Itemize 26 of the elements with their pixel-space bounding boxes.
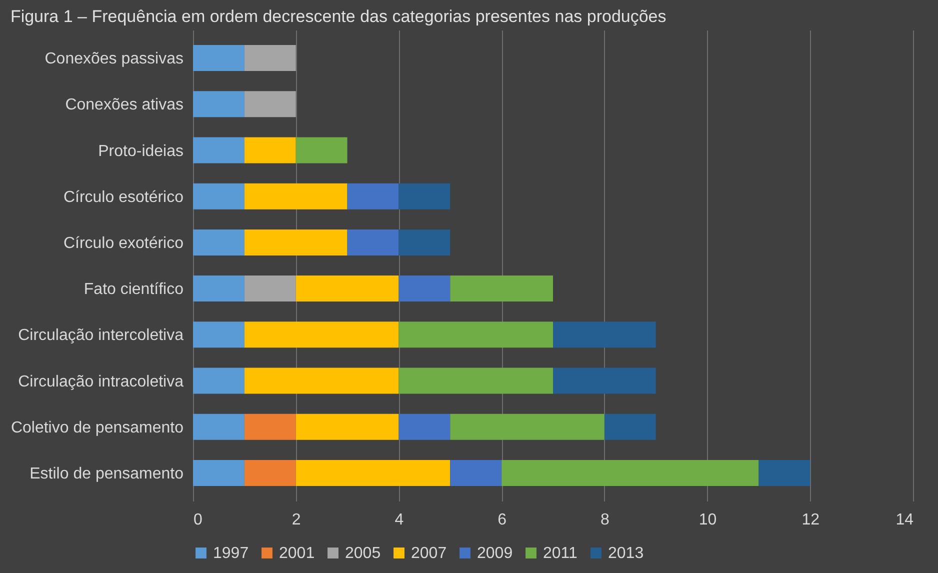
legend-label: 2009 [477,545,513,562]
x-tick-label: 2 [292,512,301,528]
y-tick-label: Circulação intracoletiva [18,373,184,390]
y-tick-label: Círculo exotérico [63,234,184,252]
y-tick-label: Conexões passivas [44,50,184,68]
y-tick-label: Estilo de pensamento [30,465,184,482]
legend-label: 2001 [279,545,315,562]
y-tick-label: Circulação intercoletiva [18,327,184,344]
x-tick-label: 0 [194,512,202,528]
y-tick-label: Coletivo de pensamento [10,419,184,436]
y-tick-label: Fato científico [84,281,184,298]
x-tick-label: 4 [394,512,404,528]
x-tick-label: 12 [802,512,820,528]
legend-label: 2007 [411,545,447,562]
legend-label: 2005 [345,545,381,562]
y-tick-label: Proto-ideias [98,142,184,160]
x-tick-label: 14 [896,512,914,528]
y-tick-label: Conexões ativas [65,96,184,114]
y-tick-label: Círculo esotérico [63,188,184,206]
x-tick-label: 6 [498,512,507,528]
legend-label: 2013 [608,545,644,562]
legend-label: 2011 [543,545,578,562]
legend-label: 1997 [213,545,249,562]
chart-title: Figura 1 – Frequência em ordem decrescente das categorias presentes nas produções [10,7,666,26]
x-tick-label: 8 [600,512,610,528]
x-tick-label: 10 [698,512,717,528]
